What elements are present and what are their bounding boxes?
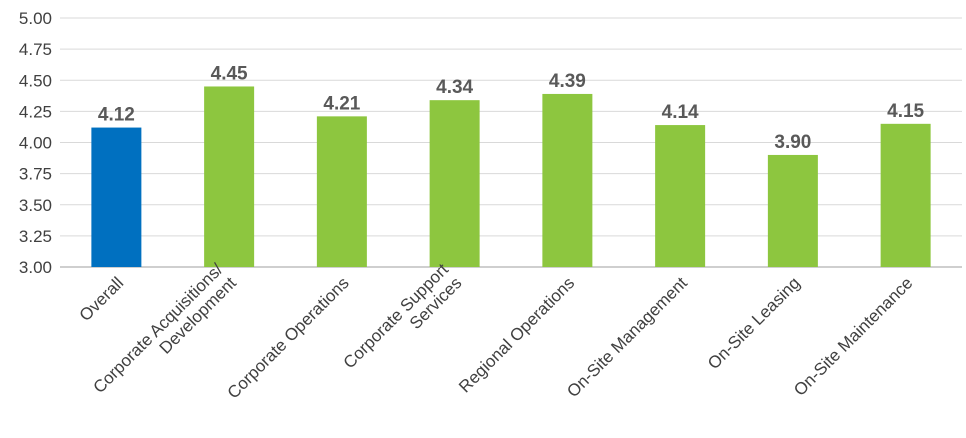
y-tick-label: 4.50 — [19, 71, 52, 90]
y-tick-label: 4.25 — [19, 102, 52, 121]
bar — [655, 125, 706, 267]
bar — [767, 154, 818, 267]
data-label: 4.12 — [98, 105, 135, 126]
bar — [316, 116, 367, 267]
data-label: 4.45 — [211, 63, 248, 84]
data-label: 4.21 — [323, 93, 360, 114]
data-label: 4.14 — [662, 102, 699, 123]
data-label: 3.90 — [774, 132, 811, 153]
category-label: Overall — [76, 273, 128, 325]
category-label: On-Site Management — [563, 273, 691, 401]
y-tick-label: 4.75 — [19, 40, 52, 59]
category-label: On-Site Leasing — [704, 273, 804, 373]
category-label-line: On-Site Maintenance — [790, 273, 916, 399]
data-labels: 4.12 4.45 4.21 4.34 4.39 4.14 3.90 4.15 — [98, 63, 925, 152]
data-label: 4.39 — [549, 71, 586, 92]
category-label-line: Corporate Operations — [224, 273, 353, 402]
bar — [542, 93, 593, 267]
category-label-line: Overall — [76, 273, 128, 325]
bar — [204, 86, 255, 267]
gridlines — [60, 17, 962, 268]
y-tick-label: 3.50 — [19, 196, 52, 215]
category-label-line: On-Site Management — [563, 273, 691, 401]
category-label: On-Site Maintenance — [790, 273, 916, 399]
y-axis-ticks: 3.00 3.25 3.50 3.75 4.00 4.25 4.50 4.75 5.00 — [19, 9, 52, 277]
bars — [91, 86, 931, 267]
y-tick-label: 5.00 — [19, 9, 52, 28]
y-tick-label: 3.75 — [19, 165, 52, 184]
y-tick-label: 3.25 — [19, 227, 52, 246]
category-label-line: On-Site Leasing — [704, 273, 804, 373]
bar — [429, 100, 480, 267]
category-label: Regional Operations — [455, 273, 578, 396]
category-label: Corporate Operations — [224, 273, 353, 402]
bar — [880, 123, 931, 267]
data-label: 4.34 — [436, 77, 473, 98]
y-tick-label: 4.00 — [19, 134, 52, 153]
bar — [91, 127, 142, 267]
category-label-line: Regional Operations — [455, 273, 578, 396]
y-tick-label: 3.00 — [19, 258, 52, 277]
data-label: 4.15 — [887, 101, 924, 122]
